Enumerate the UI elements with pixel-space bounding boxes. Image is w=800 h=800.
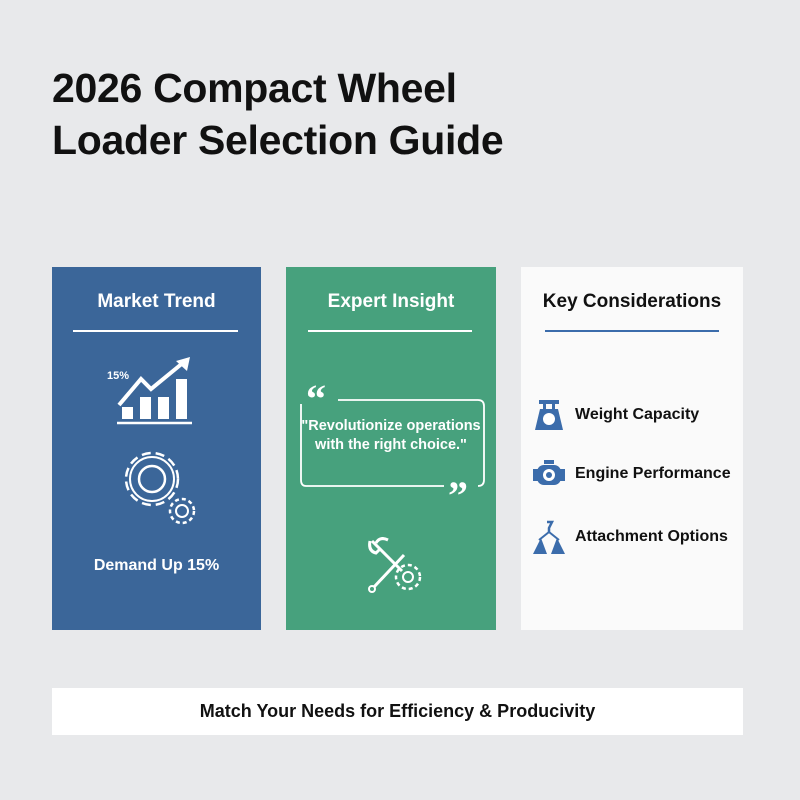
divider bbox=[308, 330, 472, 332]
item-label: Attachment Options bbox=[575, 528, 728, 545]
divider bbox=[545, 330, 719, 332]
list-item: Attachment Options bbox=[533, 520, 728, 554]
card-heading: Market Trend bbox=[97, 291, 216, 312]
title-line-1: 2026 Compact Wheel bbox=[52, 65, 457, 111]
title-line-2: Loader Selection Guide bbox=[52, 117, 504, 163]
item-label: Weight Capacity bbox=[575, 406, 700, 423]
page-title: 2026 Compact Wheel Loader Selection Guid… bbox=[52, 62, 504, 166]
list-item: Weight Capacity bbox=[533, 399, 699, 431]
card-heading: Expert Insight bbox=[327, 291, 455, 312]
divider bbox=[73, 330, 238, 332]
expert-insight-card: Expert Insight “ ” "Revolutionize operat… bbox=[286, 267, 496, 630]
engine-icon bbox=[533, 460, 565, 485]
gears-icon bbox=[124, 451, 196, 525]
chart-label: 15% bbox=[107, 370, 130, 382]
card-heading: Key Considerations bbox=[542, 291, 722, 312]
quote-close-icon: ” bbox=[448, 473, 468, 518]
attachment-hook-icon bbox=[533, 520, 565, 554]
demand-caption: Demand Up 15% bbox=[93, 557, 220, 574]
market-trend-card: Market Trend 15% Demand Up 15% bbox=[52, 267, 261, 630]
footer-text: Match Your Needs for Efficiency & Produc… bbox=[199, 701, 596, 721]
item-label: Engine Performance bbox=[575, 465, 731, 482]
list-item: Engine Performance bbox=[533, 460, 731, 488]
quote-box-outline bbox=[300, 399, 485, 487]
trend-chart-icon bbox=[117, 357, 192, 425]
key-considerations-card: Key Considerations Weight Capacity Engin… bbox=[521, 267, 743, 630]
wrench-gear-icon bbox=[368, 537, 422, 593]
quote-text: "Revolutionize operations with the right… bbox=[301, 418, 481, 453]
footer-banner: Match Your Needs for Efficiency & Produc… bbox=[52, 688, 743, 735]
weight-scale-icon bbox=[535, 400, 563, 430]
quote-open-icon: “ bbox=[306, 376, 326, 421]
